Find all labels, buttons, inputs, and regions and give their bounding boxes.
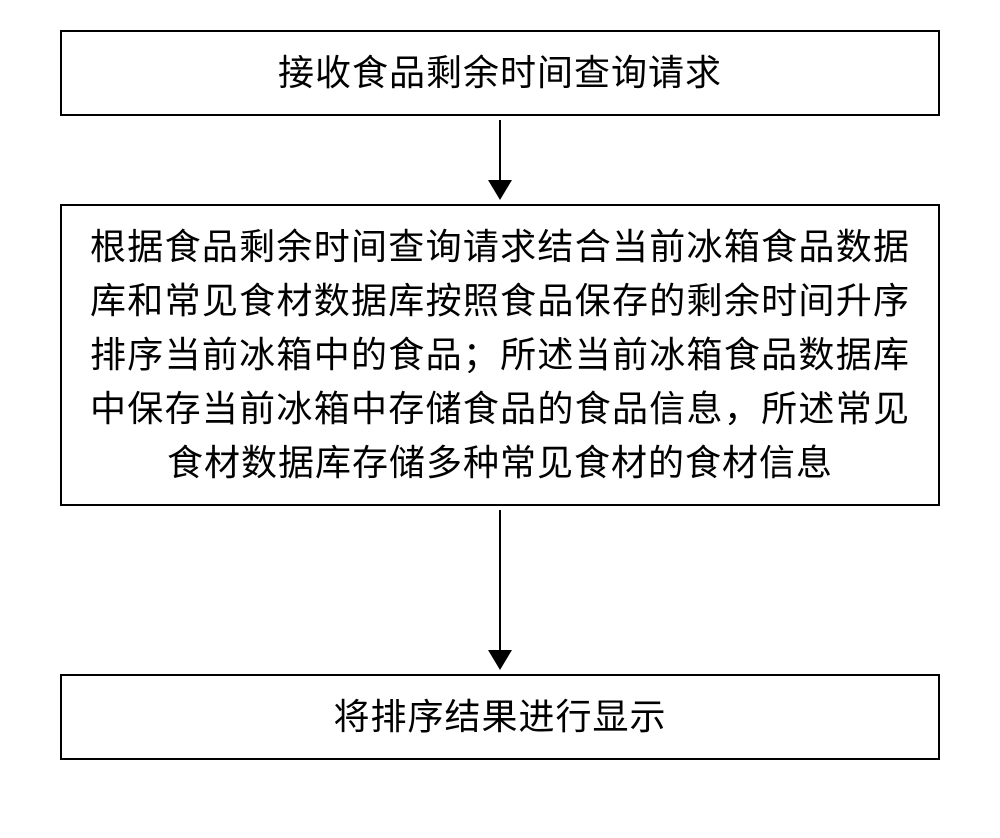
flowchart-container: 接收食品剩余时间查询请求 根据食品剩余时间查询请求结合当前冰箱食品数据库和常见食… [50, 30, 950, 760]
arrow-line-1 [499, 120, 501, 180]
arrow-head-icon [488, 180, 512, 200]
flow-node-1: 接收食品剩余时间查询请求 [60, 30, 940, 116]
flow-node-2: 根据食品剩余时间查询请求结合当前冰箱食品数据库和常见食材数据库按照食品保存的剩余… [60, 204, 940, 506]
flow-node-3: 将排序结果进行显示 [60, 674, 940, 760]
flow-arrow-1 [488, 120, 512, 200]
flow-arrow-2 [488, 510, 512, 670]
arrow-line-2 [499, 510, 501, 650]
flow-node-2-text: 根据食品剩余时间查询请求结合当前冰箱食品数据库和常见食材数据库按照食品保存的剩余… [90, 220, 910, 490]
flow-node-3-text: 将排序结果进行显示 [90, 690, 910, 744]
flow-node-1-text: 接收食品剩余时间查询请求 [90, 46, 910, 100]
arrow-head-icon [488, 650, 512, 670]
